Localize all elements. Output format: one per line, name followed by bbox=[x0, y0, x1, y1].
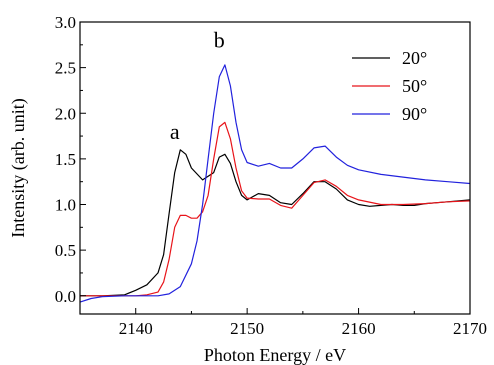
legend-label: 50° bbox=[402, 76, 427, 96]
ticks-layer: 2140 2150 2160 2170 0.0 0.5 1.0 1.5 2.0 2.5 3.0 bbox=[55, 13, 487, 338]
legend: 20° 50° 90° bbox=[352, 48, 427, 124]
x-tick-label: 2150 bbox=[230, 319, 264, 338]
series-line bbox=[80, 121, 471, 297]
legend-label: 20° bbox=[402, 48, 427, 68]
y-tick-label: 3.0 bbox=[55, 13, 76, 32]
peak-annotation: a bbox=[170, 119, 180, 144]
annotations: ab bbox=[170, 28, 225, 144]
x-tick-label: 2140 bbox=[119, 319, 153, 338]
series-layer bbox=[79, 64, 471, 303]
x-tick-label: 2170 bbox=[453, 319, 487, 338]
plot-frame bbox=[79, 21, 471, 315]
y-axis-title: Intensity (arb. unit) bbox=[8, 98, 29, 237]
y-tick-label: 2.0 bbox=[55, 104, 76, 123]
y-tick-label: 0.0 bbox=[55, 287, 76, 306]
legend-label: 90° bbox=[402, 104, 427, 124]
x-axis-title: Photon Energy / eV bbox=[204, 345, 346, 365]
y-tick-label: 0.5 bbox=[55, 241, 76, 260]
peak-annotation: b bbox=[214, 28, 225, 53]
y-tick-label: 2.5 bbox=[55, 59, 76, 78]
series-line bbox=[80, 149, 471, 297]
x-tick-label: 2160 bbox=[342, 319, 376, 338]
y-tick-label: 1.5 bbox=[55, 150, 76, 169]
series-line bbox=[79, 64, 471, 303]
y-tick-label: 1.0 bbox=[55, 196, 76, 215]
